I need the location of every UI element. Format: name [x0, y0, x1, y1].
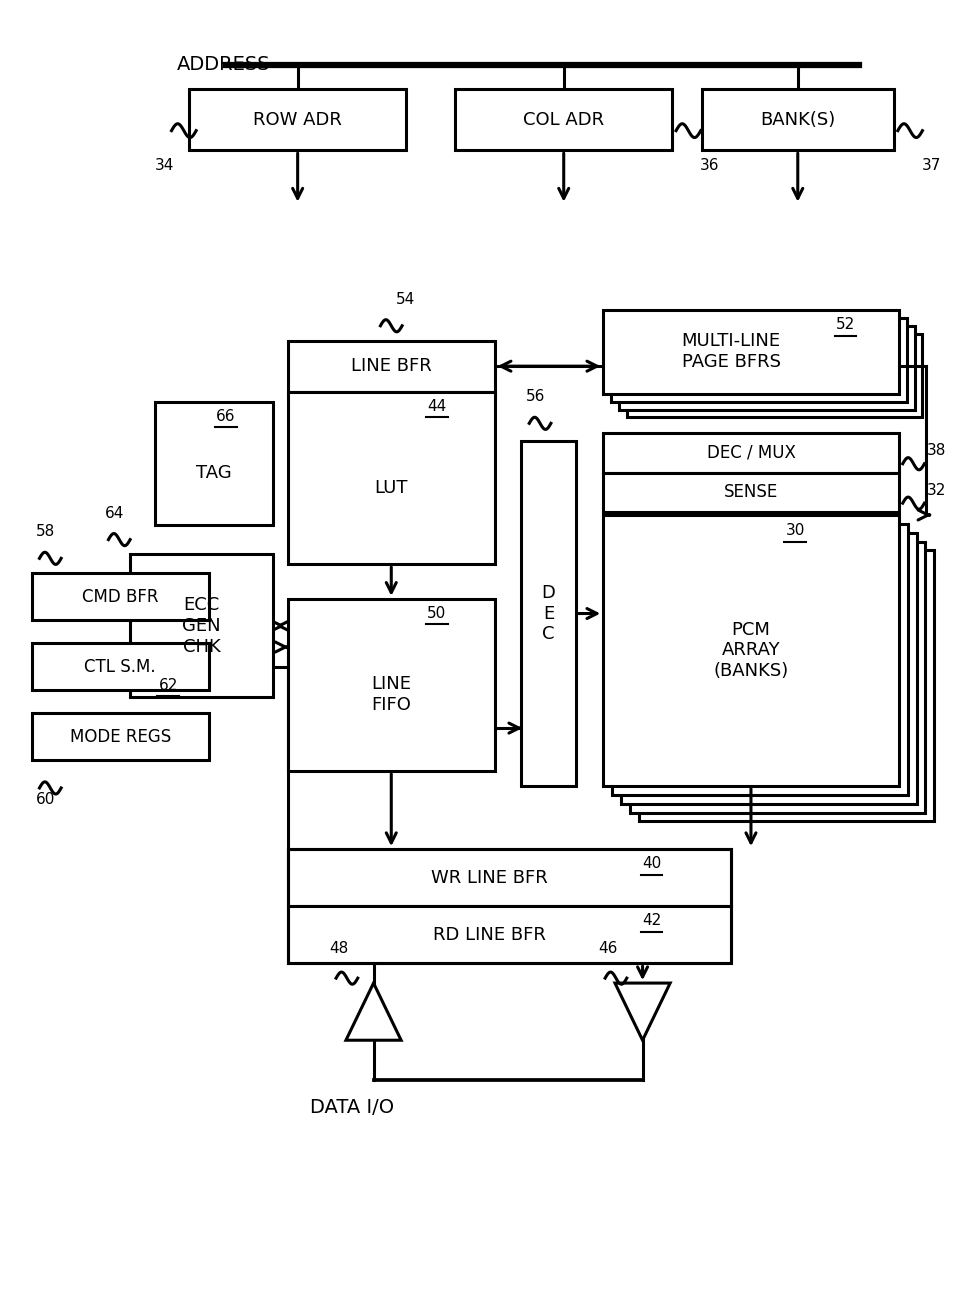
Text: D
E
C: D E C — [541, 584, 556, 644]
Bar — [287, 906, 732, 963]
Bar — [604, 310, 899, 393]
Text: MODE REGS: MODE REGS — [70, 728, 171, 746]
Polygon shape — [346, 983, 401, 1040]
Text: MULTI-LINE
PAGE BFRS: MULTI-LINE PAGE BFRS — [682, 332, 781, 371]
Bar — [629, 541, 925, 813]
Bar — [619, 326, 915, 410]
Text: BANK(S): BANK(S) — [760, 110, 836, 129]
Bar — [287, 849, 732, 963]
Text: 36: 36 — [700, 158, 719, 173]
Bar — [287, 849, 732, 906]
Text: 52: 52 — [836, 317, 855, 332]
Text: 38: 38 — [926, 444, 945, 458]
Bar — [32, 574, 209, 620]
Bar — [189, 90, 406, 151]
Text: 42: 42 — [642, 912, 661, 928]
Bar — [32, 643, 209, 691]
Text: 50: 50 — [427, 606, 446, 620]
Bar — [702, 90, 894, 151]
Bar — [456, 90, 672, 151]
Text: CTL S.M.: CTL S.M. — [84, 658, 156, 676]
Text: TAG: TAG — [196, 465, 232, 482]
Bar — [639, 550, 934, 822]
Bar — [604, 515, 899, 787]
Text: CMD BFR: CMD BFR — [82, 588, 159, 606]
Bar — [611, 318, 906, 401]
Text: RD LINE BFR: RD LINE BFR — [434, 925, 546, 944]
Text: 64: 64 — [105, 505, 124, 520]
Text: 34: 34 — [155, 158, 175, 173]
Bar — [621, 532, 917, 803]
Bar — [287, 598, 495, 771]
Polygon shape — [615, 983, 670, 1040]
Text: SENSE: SENSE — [724, 483, 778, 501]
Text: 30: 30 — [786, 523, 805, 537]
Text: 62: 62 — [159, 678, 178, 693]
Text: 44: 44 — [427, 398, 446, 414]
Bar — [32, 713, 209, 761]
Text: ROW ADR: ROW ADR — [253, 110, 342, 129]
Text: 66: 66 — [216, 409, 236, 423]
Text: 56: 56 — [525, 389, 545, 404]
Bar — [521, 441, 576, 787]
Text: 54: 54 — [395, 292, 414, 306]
Bar — [287, 392, 495, 565]
Text: WR LINE BFR: WR LINE BFR — [432, 868, 548, 887]
Text: LINE
FIFO: LINE FIFO — [371, 675, 412, 714]
Text: LUT: LUT — [374, 479, 408, 497]
Text: 37: 37 — [922, 158, 941, 173]
Bar — [612, 524, 907, 794]
Text: 58: 58 — [35, 524, 55, 539]
Text: 40: 40 — [642, 855, 661, 871]
Text: DEC / MUX: DEC / MUX — [707, 444, 796, 462]
Text: 46: 46 — [599, 941, 618, 957]
Bar — [626, 334, 923, 418]
Text: 48: 48 — [329, 941, 349, 957]
Bar — [130, 554, 273, 697]
Text: 60: 60 — [35, 792, 55, 807]
Bar — [604, 472, 899, 511]
Text: LINE BFR: LINE BFR — [350, 357, 432, 375]
Text: ADDRESS: ADDRESS — [177, 55, 270, 74]
Text: DATA I/O: DATA I/O — [309, 1098, 393, 1116]
Text: PCM
ARRAY
(BANKS): PCM ARRAY (BANKS) — [713, 620, 789, 680]
Text: ECC
GEN
CHK: ECC GEN CHK — [182, 596, 221, 655]
Text: COL ADR: COL ADR — [523, 110, 605, 129]
Bar — [287, 340, 495, 392]
Bar — [604, 434, 899, 472]
Text: 32: 32 — [926, 483, 945, 498]
Bar — [155, 401, 273, 524]
